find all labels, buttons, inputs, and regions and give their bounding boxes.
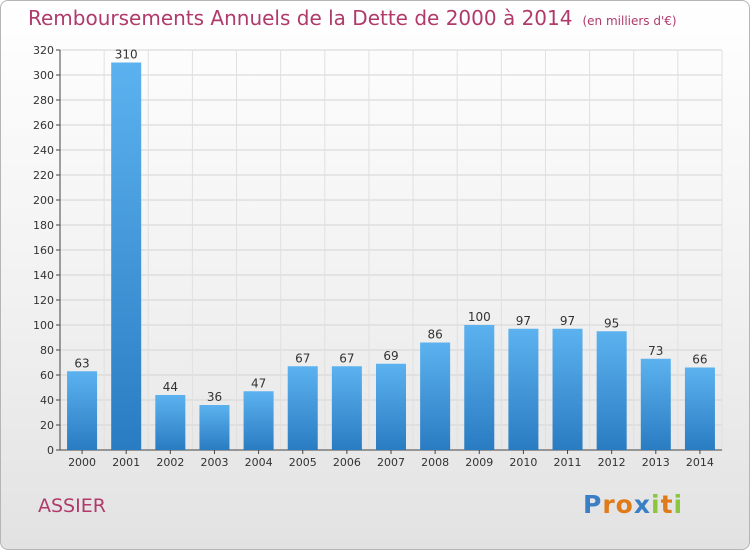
x-tick-label: 2004 (245, 456, 273, 469)
data-label: 95 (604, 316, 619, 330)
bar (331, 366, 362, 450)
bar (420, 342, 451, 450)
y-tick-label: 20 (40, 419, 54, 432)
commune-name: ASSIER (38, 495, 106, 517)
x-tick-label: 2014 (686, 456, 714, 469)
x-tick-label: 2011 (554, 456, 582, 469)
bar (552, 328, 583, 450)
bar (67, 371, 98, 450)
y-tick-label: 60 (40, 369, 54, 382)
x-tick-label: 2012 (598, 456, 626, 469)
bar (508, 328, 539, 450)
data-label: 47 (251, 376, 266, 390)
x-tick-label: 2007 (377, 456, 405, 469)
bar (596, 331, 627, 450)
logo-letter: o (615, 490, 634, 519)
y-tick-label: 180 (33, 219, 54, 232)
bar (155, 395, 186, 450)
x-tick-label: 2009 (465, 456, 493, 469)
x-tick-label: 2013 (642, 456, 670, 469)
data-label: 86 (427, 328, 442, 342)
x-tick-label: 2008 (421, 456, 449, 469)
x-tick-label: 2002 (156, 456, 184, 469)
logo-letter: x (633, 490, 651, 519)
x-tick-label: 2010 (509, 456, 537, 469)
y-tick-label: 80 (40, 344, 54, 357)
y-tick-label: 0 (47, 444, 54, 457)
x-tick-label: 2006 (333, 456, 361, 469)
y-tick-label: 200 (33, 194, 54, 207)
bar (640, 358, 671, 450)
x-tick-label: 2003 (200, 456, 228, 469)
bar (243, 391, 274, 450)
data-label: 100 (468, 310, 491, 324)
x-tick-label: 2005 (289, 456, 317, 469)
bar (464, 325, 495, 450)
bar (199, 405, 230, 450)
y-tick-label: 280 (33, 94, 54, 107)
y-tick-label: 140 (33, 269, 54, 282)
bar (375, 363, 407, 450)
data-label: 67 (339, 351, 354, 365)
data-label: 97 (560, 314, 575, 328)
y-tick-label: 220 (33, 169, 54, 182)
data-label: 36 (207, 390, 222, 404)
y-tick-label: 40 (40, 394, 54, 407)
data-label: 63 (74, 356, 89, 370)
data-label: 69 (383, 349, 398, 363)
y-tick-label: 160 (33, 244, 54, 257)
y-tick-label: 320 (33, 44, 54, 57)
bar (684, 367, 715, 450)
data-label: 66 (692, 353, 707, 367)
x-tick-label: 2001 (112, 456, 140, 469)
data-label: 73 (648, 344, 663, 358)
bar (287, 366, 318, 450)
y-tick-label: 120 (33, 294, 54, 307)
logo-letter: i (651, 490, 661, 519)
x-tick-label: 2000 (68, 456, 96, 469)
logo-letter: r (602, 490, 616, 519)
y-tick-label: 300 (33, 69, 54, 82)
data-label: 67 (295, 351, 310, 365)
data-label: 97 (516, 314, 531, 328)
y-tick-label: 260 (33, 119, 54, 132)
logo-letter: P (583, 490, 603, 519)
chart-title: Remboursements Annuels de la Dette de 20… (28, 6, 573, 30)
y-tick-label: 240 (33, 144, 54, 157)
logo-letter: i (673, 490, 684, 519)
bar (111, 62, 142, 450)
chart-title-block: Remboursements Annuels de la Dette de 20… (28, 6, 677, 30)
data-label: 44 (163, 380, 178, 394)
y-tick-label: 100 (33, 319, 54, 332)
proxiti-logo[interactable]: Proxiti (583, 490, 683, 519)
chart-unit: (en milliers d'€) (582, 14, 677, 28)
data-label: 310 (115, 48, 138, 62)
logo-letter: t (660, 490, 674, 519)
